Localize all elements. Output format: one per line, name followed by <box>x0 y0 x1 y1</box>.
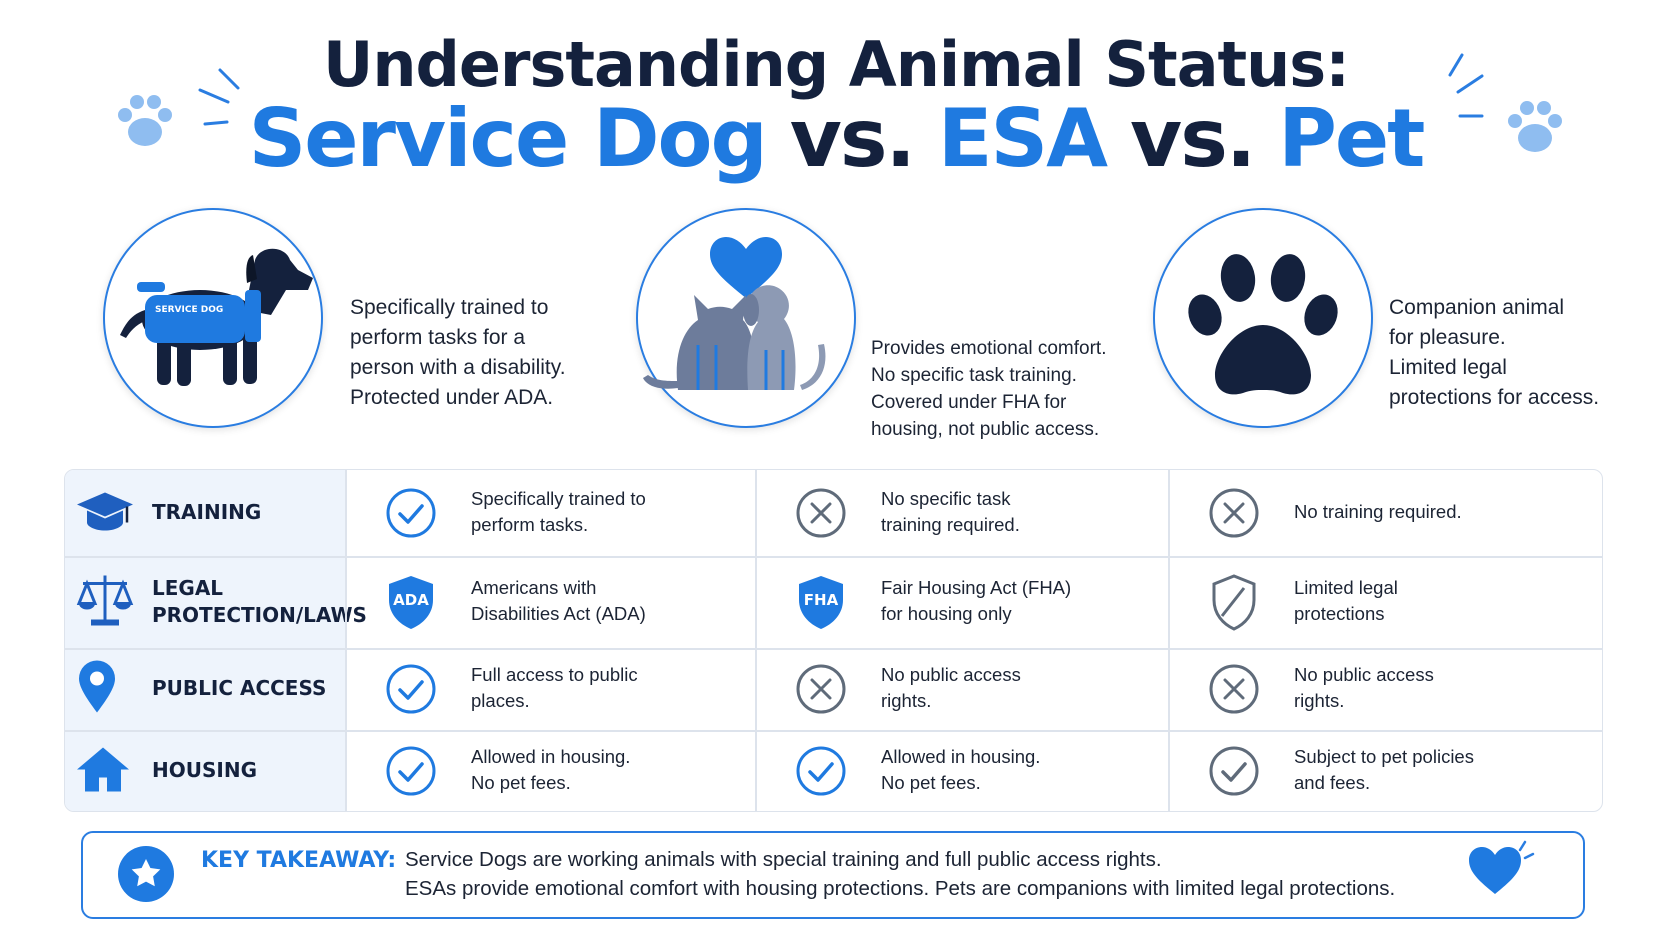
status-icon: FHA <box>795 572 847 632</box>
subtitle-part: Pet <box>1278 92 1425 185</box>
card-text: perform tasks for a <box>350 326 526 349</box>
comparison-table: TRAINING Specifically trained to perform t… <box>64 469 1603 812</box>
cell-text: Allowed in housing. <box>471 745 631 767</box>
cell-text: Americans with <box>471 577 597 598</box>
cell-text: for housing only <box>881 603 1012 624</box>
status-icon <box>1208 741 1260 801</box>
status-icon <box>1208 659 1260 719</box>
law-badge: FHA <box>803 591 839 609</box>
card-text: Specifically trained to <box>350 296 549 319</box>
vest-badge: SERVICE DOG <box>155 305 224 315</box>
card-text: Covered under FHA for <box>871 392 1067 413</box>
status-icon: ADA <box>385 572 437 632</box>
col-divider <box>1168 470 1170 811</box>
cell-text: Full access to public <box>471 664 638 685</box>
card-text: Protected under ADA. <box>350 386 554 409</box>
row-label: PROTECTION/LAWS <box>152 602 367 627</box>
cell-text: No public access <box>881 664 1021 685</box>
subtitle-part: vs. <box>1130 92 1256 185</box>
row-icon <box>75 489 135 538</box>
title: Understanding Animal Status: <box>323 28 1350 101</box>
card-text: No specific task training. <box>871 365 1077 386</box>
card-title: (ESA) <box>929 284 1011 314</box>
card-title: SUPPORT ANIMAL <box>840 250 1100 280</box>
status-icon <box>1208 572 1260 632</box>
cell-text: No public access <box>1294 664 1434 685</box>
status-icon <box>385 659 437 719</box>
cell-text: training required. <box>881 514 1020 535</box>
cell-text: No training required. <box>1294 501 1462 522</box>
cell-text: No pet fees. <box>471 771 571 793</box>
decor-left <box>118 68 240 146</box>
cell-text: rights. <box>881 690 932 711</box>
takeaway-text: Service Dogs are working animals with sp… <box>405 848 1162 871</box>
col-divider <box>345 470 347 811</box>
cell-text: No specific task <box>881 488 1011 509</box>
card-title: SERVICE DOG <box>363 229 561 259</box>
card-icon <box>1153 208 1373 428</box>
card-text: Provides emotional comfort. <box>871 338 1107 359</box>
cell-text: Disabilities Act (ADA) <box>471 603 646 624</box>
row-icon <box>75 659 119 720</box>
row-header <box>65 556 345 648</box>
card-title: EMOTIONAL <box>883 216 1057 246</box>
heart-icon <box>1469 840 1535 894</box>
row-icon <box>75 743 131 798</box>
row-label: LEGAL <box>152 575 224 600</box>
subtitle: Service Dog vs. ESA vs. Pet <box>0 92 1672 185</box>
star-icon <box>118 846 174 902</box>
row-divider <box>65 730 1602 732</box>
card-icon: SERVICE DOG <box>103 208 323 428</box>
status-icon <box>385 483 437 543</box>
cell-text: Allowed in housing. <box>881 745 1041 767</box>
card-title: PET <box>1404 231 1460 261</box>
row-icon <box>75 570 135 635</box>
takeaway-text: ESAs provide emotional comfort with hous… <box>405 877 1396 900</box>
status-icon <box>385 741 437 801</box>
subtitle-part: vs. <box>789 92 916 185</box>
row-divider <box>65 648 1602 650</box>
row-label: HOUSING <box>152 757 257 782</box>
cell-text: Limited legal <box>1294 577 1398 598</box>
subtitle-part: Service Dog <box>248 92 768 185</box>
row-label: TRAINING <box>152 500 262 524</box>
decor-right <box>1448 53 1562 152</box>
status-icon <box>795 483 847 543</box>
card-icon <box>636 208 856 428</box>
row-label: PUBLIC ACCESS <box>152 676 327 700</box>
cell-text: Subject to pet policies <box>1294 745 1474 767</box>
row-divider <box>65 556 1602 558</box>
law-badge: ADA <box>393 591 429 609</box>
card-text: person with a disability. <box>350 356 566 379</box>
card-text: Limited legal <box>1389 356 1507 379</box>
card-text: for pleasure. <box>1389 326 1506 349</box>
takeaway-label: KEY TAKEAWAY: <box>201 848 397 873</box>
cell-text: and fees. <box>1294 771 1371 793</box>
status-icon <box>795 659 847 719</box>
card-text: housing, not public access. <box>871 419 1100 440</box>
cell-text: places. <box>471 690 530 711</box>
cell-text: perform tasks. <box>471 514 589 535</box>
cell-text: protections <box>1294 603 1385 624</box>
cell-text: rights. <box>1294 690 1345 711</box>
takeaway-box <box>81 831 1585 919</box>
cell-text: No pet fees. <box>881 771 981 793</box>
status-icon <box>1208 483 1260 543</box>
card-text: protections for access. <box>1389 386 1600 409</box>
card-text: Companion animal <box>1389 296 1565 319</box>
cell-text: Fair Housing Act (FHA) <box>881 577 1072 598</box>
status-icon <box>795 741 847 801</box>
cell-text: Specifically trained to <box>471 488 646 509</box>
col-divider <box>755 470 757 811</box>
subtitle-part: ESA <box>937 92 1108 185</box>
